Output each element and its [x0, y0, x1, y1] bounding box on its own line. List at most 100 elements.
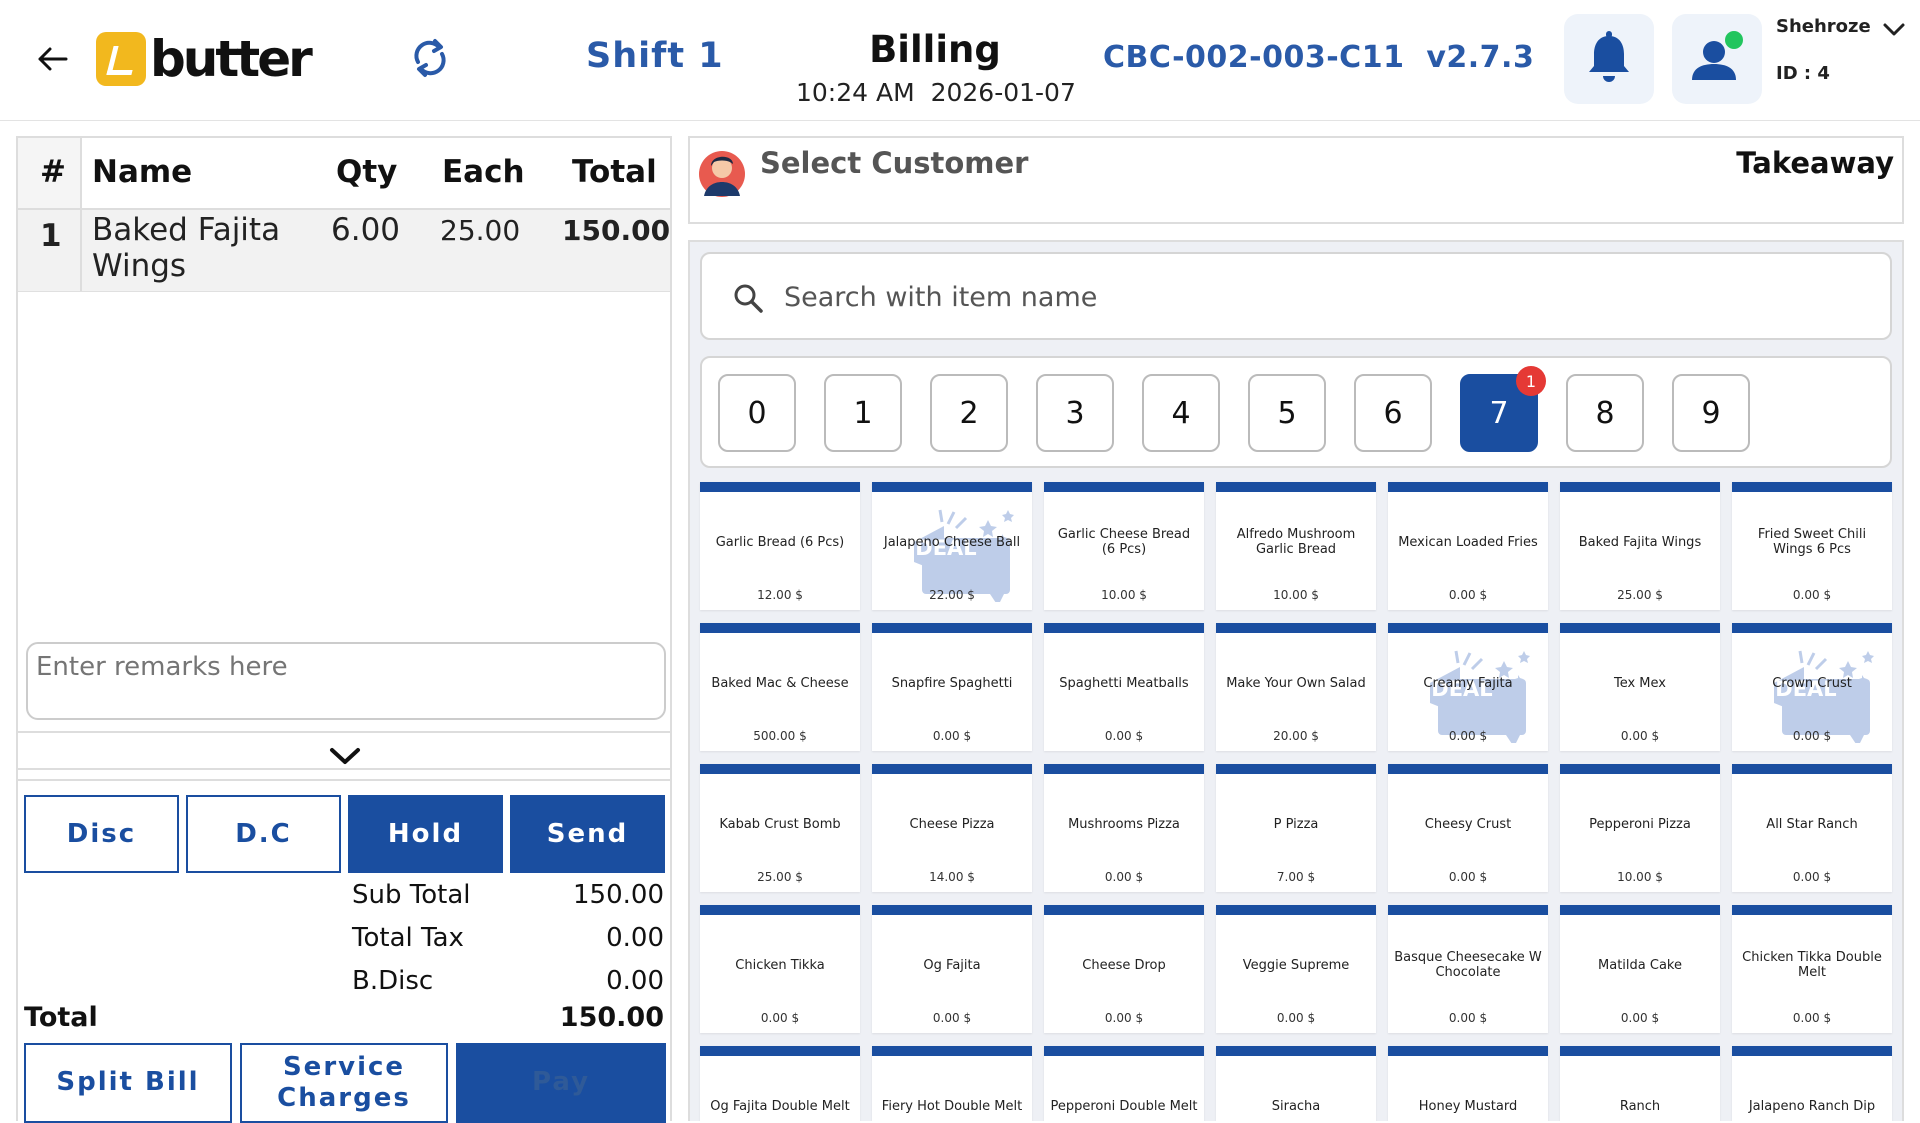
category-label: 8 — [1595, 395, 1615, 431]
split-bill-button[interactable]: Split Bill — [24, 1043, 232, 1123]
user-profile-button[interactable] — [1672, 14, 1762, 104]
remarks-input[interactable] — [26, 642, 666, 720]
menu-item-card[interactable]: Honey Mustard — [1388, 1046, 1548, 1121]
menu-item-price: 14.00 $ — [929, 870, 975, 884]
hold-button[interactable]: Hold — [348, 795, 503, 873]
menu-item-price: 0.00 $ — [1448, 729, 1488, 743]
menu-item-card[interactable]: Pepperoni Double Melt — [1044, 1046, 1204, 1121]
order-list-empty-area — [18, 292, 670, 770]
sync-icon[interactable] — [408, 36, 452, 80]
menu-item-name: Chicken Tikka — [735, 957, 825, 973]
menu-item-card[interactable]: Basque Cheesecake W Chocolate 0.00 $ — [1388, 905, 1548, 1033]
column-total: Total — [572, 154, 657, 190]
service-charges-button[interactable]: Service Charges — [240, 1043, 448, 1123]
pay-button[interactable]: Pay — [456, 1043, 666, 1123]
menu-item-name: Siracha — [1271, 1098, 1321, 1114]
menu-item-card[interactable]: Fiery Hot Double Melt — [872, 1046, 1032, 1121]
menu-item-price: 10.00 $ — [1273, 588, 1319, 602]
chevron-down-icon[interactable] — [1882, 20, 1906, 40]
menu-item-card[interactable]: Cheese Pizza 14.00 $ — [872, 764, 1032, 892]
category-button-5[interactable]: 5 — [1248, 374, 1326, 452]
menu-item-name: Spaghetti Meatballs — [1059, 675, 1189, 691]
menu-item-name: Veggie Supreme — [1242, 957, 1350, 973]
menu-item-card[interactable]: DEAL Jalapeno Cheese Ball 22.00 $ — [872, 482, 1032, 610]
delivery-charge-button[interactable]: D.C — [186, 795, 341, 873]
row-each: 25.00 — [440, 214, 521, 247]
menu-item-card[interactable]: Snapfire Spaghetti 0.00 $ — [872, 623, 1032, 751]
send-button[interactable]: Send — [510, 795, 665, 873]
category-button-4[interactable]: 4 — [1142, 374, 1220, 452]
menu-item-card[interactable]: Matilda Cake 0.00 $ — [1560, 905, 1720, 1033]
menu-item-card[interactable]: Kabab Crust Bomb 25.00 $ — [700, 764, 860, 892]
subtotal-value: 150.00 — [573, 880, 664, 910]
order-table-header: # Name Qty Each Total — [18, 138, 670, 210]
menu-item-price: 0.00 $ — [1620, 729, 1660, 743]
menu-item-card[interactable]: Ranch — [1560, 1046, 1720, 1121]
order-row[interactable]: 1 Baked Fajita Wings 6.00 25.00 150.00 — [18, 210, 670, 292]
menu-item-card[interactable]: Mushrooms Pizza 0.00 $ — [1044, 764, 1204, 892]
discount-button[interactable]: Disc — [24, 795, 179, 873]
menu-item-card[interactable]: Veggie Supreme 0.00 $ — [1216, 905, 1376, 1033]
menu-item-card[interactable]: Fried Sweet Chili Wings 6 Pcs 0.00 $ — [1732, 482, 1892, 610]
menu-item-card[interactable]: DEAL Crown Crust 0.00 $ — [1732, 623, 1892, 751]
menu-item-price: 0.00 $ — [1792, 1011, 1832, 1025]
menu-item-card[interactable]: Og Fajita 0.00 $ — [872, 905, 1032, 1033]
menu-item-card[interactable]: Cheesy Crust 0.00 $ — [1388, 764, 1548, 892]
menu-item-card[interactable]: Garlic Cheese Bread (6 Pcs) 10.00 $ — [1044, 482, 1204, 610]
menu-item-card[interactable]: Jalapeno Ranch Dip — [1732, 1046, 1892, 1121]
category-button-2[interactable]: 2 — [930, 374, 1008, 452]
menu-item-card[interactable]: P Pizza 7.00 $ — [1216, 764, 1376, 892]
logo-mark-icon — [96, 32, 146, 86]
category-button-8[interactable]: 8 — [1566, 374, 1644, 452]
menu-item-card[interactable]: Pepperoni Pizza 10.00 $ — [1560, 764, 1720, 892]
row-name: Baked Fajita Wings — [92, 212, 281, 284]
menu-item-card[interactable]: Garlic Bread (6 Pcs) 12.00 $ — [700, 482, 860, 610]
menu-item-card[interactable]: Siracha — [1216, 1046, 1376, 1121]
menu-item-name: Pepperoni Pizza — [1589, 816, 1691, 832]
menu-item-name: Kabab Crust Bomb — [719, 816, 841, 832]
menu-item-name: Cheese Drop — [1082, 957, 1166, 973]
menu-item-price: 7.00 $ — [1276, 870, 1316, 884]
menu-item-name: Jalapeno Cheese Ball — [883, 534, 1021, 550]
menu-item-price: 0.00 $ — [1104, 870, 1144, 884]
menu-item-price: 0.00 $ — [1620, 1011, 1660, 1025]
menu-item-name: All Star Ranch — [1766, 816, 1858, 832]
customer-avatar-icon — [699, 151, 745, 197]
menu-item-card[interactable]: Spaghetti Meatballs 0.00 $ — [1044, 623, 1204, 751]
search-input[interactable] — [784, 272, 1864, 322]
back-arrow-icon[interactable] — [36, 46, 68, 72]
menu-item-card[interactable]: Alfredo Mushroom Garlic Bread 10.00 $ — [1216, 482, 1376, 610]
category-button-1[interactable]: 1 — [824, 374, 902, 452]
menu-item-card[interactable]: Baked Mac & Cheese 500.00 $ — [700, 623, 860, 751]
category-button-9[interactable]: 9 — [1672, 374, 1750, 452]
menu-item-card[interactable]: Cheese Drop 0.00 $ — [1044, 905, 1204, 1033]
category-button-3[interactable]: 3 — [1036, 374, 1114, 452]
notifications-button[interactable] — [1564, 14, 1654, 104]
menu-item-card[interactable]: Make Your Own Salad 20.00 $ — [1216, 623, 1376, 751]
menu-item-card[interactable]: Chicken Tikka 0.00 $ — [700, 905, 860, 1033]
chevron-down-icon — [330, 748, 360, 764]
menu-item-name: Garlic Bread (6 Pcs) — [715, 534, 845, 550]
menu-item-card[interactable]: Mexican Loaded Fries 0.00 $ — [1388, 482, 1548, 610]
category-label: 4 — [1171, 395, 1191, 431]
menu-item-card[interactable]: DEAL Creamy Fajita 0.00 $ — [1388, 623, 1548, 751]
menu-item-name: Creamy Fajita — [1423, 675, 1513, 691]
search-box[interactable] — [700, 252, 1892, 340]
menu-item-price: 0.00 $ — [1448, 870, 1488, 884]
menu-item-price: 10.00 $ — [1101, 588, 1147, 602]
row-number: 1 — [40, 218, 62, 254]
menu-item-card[interactable]: Baked Fajita Wings 25.00 $ — [1560, 482, 1720, 610]
collapse-toggle[interactable] — [18, 731, 670, 781]
menu-item-card[interactable]: Chicken Tikka Double Melt 0.00 $ — [1732, 905, 1892, 1033]
category-button-0[interactable]: 0 — [718, 374, 796, 452]
brand-name: butter — [150, 30, 313, 88]
category-button-6[interactable]: 6 — [1354, 374, 1432, 452]
select-customer-bar[interactable]: Select Customer Takeaway — [688, 136, 1904, 224]
menu-item-card[interactable]: Og Fajita Double Melt — [700, 1046, 860, 1121]
terminal-code: CBC-002-003-C11 — [1103, 40, 1405, 75]
menu-item-name: Ranch — [1619, 1098, 1661, 1114]
menu-item-card[interactable]: All Star Ranch 0.00 $ — [1732, 764, 1892, 892]
order-type-label[interactable]: Takeaway — [1736, 146, 1894, 180]
menu-item-card[interactable]: Tex Mex 0.00 $ — [1560, 623, 1720, 751]
